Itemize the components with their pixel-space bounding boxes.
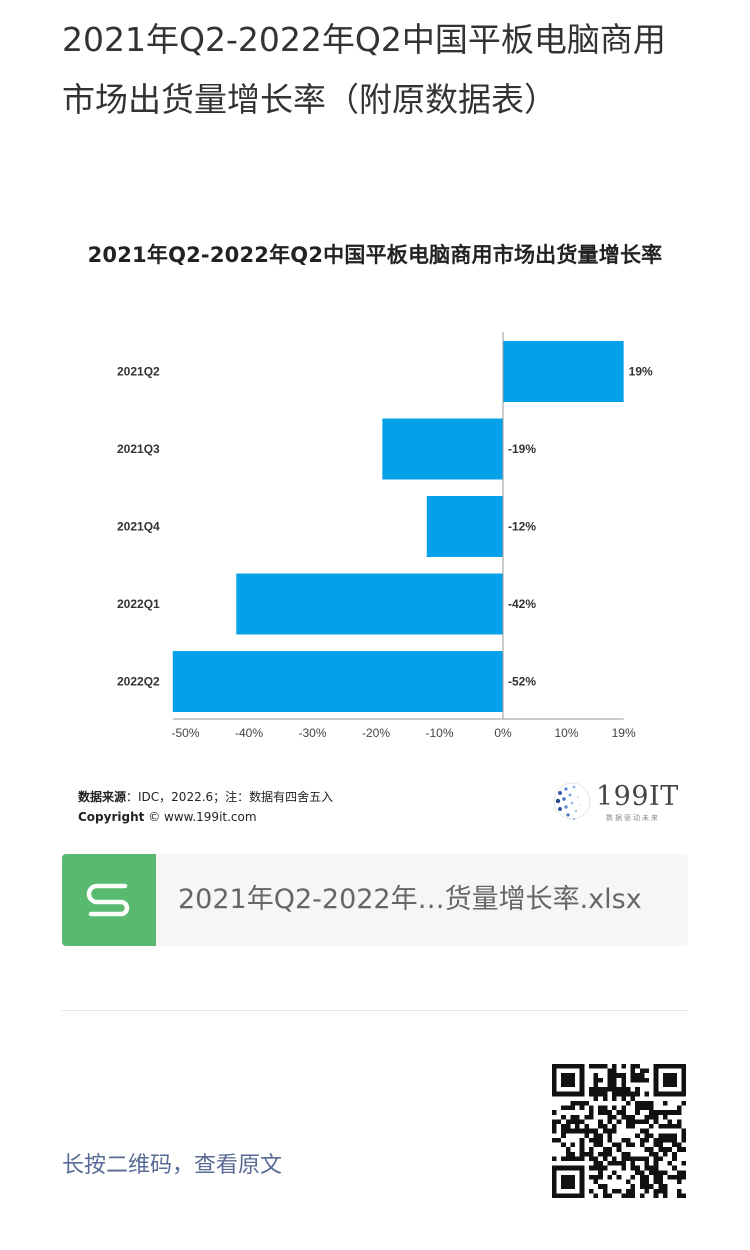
qr-code-icon[interactable] — [552, 1064, 686, 1198]
copyright-label: Copyright — [78, 810, 145, 824]
category-label: 2022Q1 — [117, 597, 160, 611]
value-label: 19% — [629, 365, 653, 379]
x-tick-label: -30% — [298, 726, 326, 740]
brand-logo: 199IT 数据驱动未来 — [550, 777, 680, 827]
category-label: 2021Q4 — [117, 520, 160, 534]
category-label: 2022Q2 — [117, 675, 160, 689]
qr-hint-text: 长按二维码，查看原文 — [62, 1153, 283, 1178]
spreadsheet-s-icon — [62, 854, 156, 946]
x-tick-label: -10% — [425, 726, 453, 740]
chart-source: 数据来源：IDC，2022.6；注：数据有四舍五入 Copyright © ww… — [78, 787, 333, 827]
source-label: 数据来源 — [78, 790, 127, 804]
x-tick-label: 10% — [554, 726, 578, 740]
logo-dots-icon — [553, 782, 591, 821]
x-tick-label: 0% — [494, 726, 512, 740]
logo-tagline: 数据驱动未来 — [606, 814, 660, 822]
bar-2021Q3 — [382, 418, 503, 480]
x-tick-label: -50% — [171, 726, 199, 740]
chart-title: 2021年Q2-2022年Q2中国平板电脑商用市场出货量增长率 — [87, 243, 663, 267]
attachment-file-name: 2021年Q2-2022年…货量增长率.xlsx — [178, 884, 642, 915]
bar-2021Q2 — [503, 341, 624, 402]
x-tick-label: 19% — [612, 726, 636, 740]
value-label: -42% — [508, 597, 536, 611]
copyright-text: © www.199it.com — [144, 810, 257, 824]
source-text: ：IDC，2022.6；注：数据有四舍五入 — [126, 790, 334, 804]
attachment-card[interactable]: 2021年Q2-2022年…货量增长率.xlsx — [62, 854, 688, 946]
x-tick-label: -20% — [362, 726, 390, 740]
value-label: -52% — [508, 675, 536, 689]
value-label: -19% — [508, 442, 536, 456]
category-label: 2021Q3 — [117, 442, 160, 456]
logo-name: 199IT — [596, 781, 679, 812]
bar-2021Q4 — [426, 496, 503, 557]
chart-image[interactable]: 2021年Q2-2022年Q2中国平板电脑商用市场出货量增长率 2021Q2 19… — [62, 225, 688, 835]
article-title: 2021年Q2-2022年Q2中国平板电脑商用市场出货量增长率（附原数据表） — [62, 20, 666, 119]
bar-chart: 2021Q2 19% 2021Q3 -19% 2021Q4 -12% 2022Q1 -42% 2… — [117, 332, 653, 740]
bar-2022Q2 — [172, 651, 504, 712]
category-label: 2021Q2 — [117, 365, 160, 379]
x-tick-label: -40% — [235, 726, 263, 740]
divider — [62, 1010, 688, 1011]
bar-2022Q1 — [236, 573, 504, 635]
value-label: -12% — [508, 520, 536, 534]
